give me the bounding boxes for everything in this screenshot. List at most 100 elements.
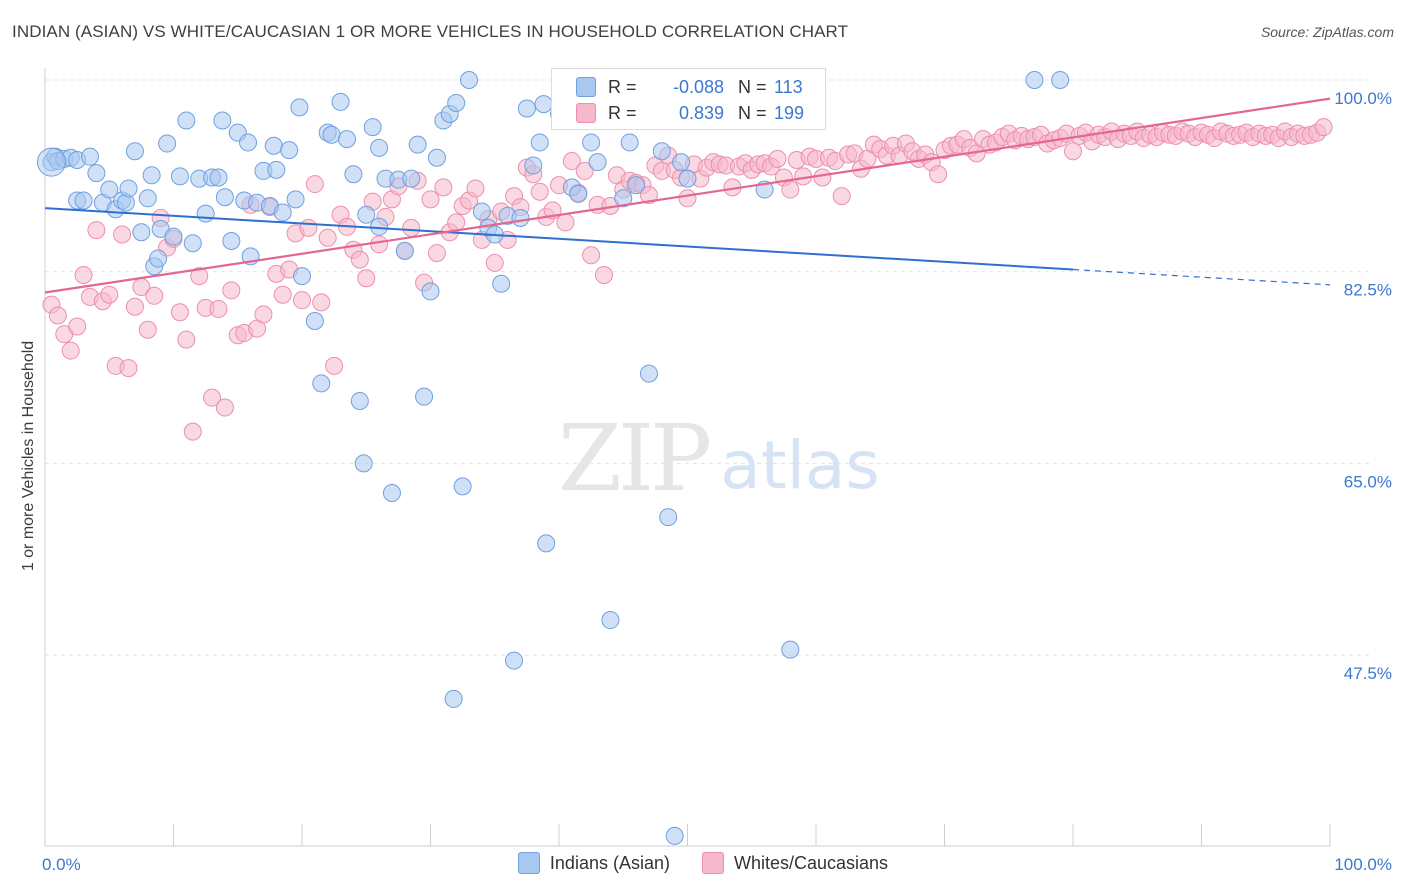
data-point-indians	[408, 135, 427, 154]
data-point-whites	[177, 330, 196, 349]
legend-n-value: 113	[774, 76, 803, 97]
legend-label-whites: Whites/Caucasians	[733, 852, 889, 873]
data-point-indians	[627, 176, 646, 195]
data-point-whites	[350, 250, 369, 269]
data-point-indians	[142, 166, 161, 185]
x-tick-label: 0.0%	[42, 855, 81, 874]
data-point-indians	[363, 118, 382, 137]
data-point-indians	[344, 165, 363, 184]
data-point-whites	[325, 356, 344, 375]
data-point-indians	[119, 179, 138, 198]
legend-r-value: -0.088	[672, 76, 724, 97]
data-point-indians	[80, 147, 99, 166]
data-point-indians	[170, 167, 189, 186]
data-point-indians	[183, 234, 202, 253]
legend-swatch-indians	[576, 77, 596, 97]
legend-n-label: N =	[738, 102, 767, 123]
data-point-indians	[215, 188, 234, 207]
legend-swatch-whites	[701, 852, 724, 874]
data-point-indians	[382, 483, 401, 502]
data-point-whites	[582, 246, 601, 265]
watermark: ZIP atlas	[558, 405, 880, 512]
data-point-whites	[74, 265, 93, 284]
watermark-atlas: atlas	[720, 427, 880, 504]
data-point-indians	[280, 141, 299, 160]
data-point-indians	[273, 203, 292, 222]
data-point-indians	[209, 168, 228, 187]
legend-r-value: 0.839	[678, 102, 724, 123]
trend-line-indians-extrapolated	[1072, 268, 1331, 286]
data-point-indians	[781, 640, 800, 659]
data-point-indians	[158, 134, 177, 153]
data-point-indians	[537, 534, 556, 553]
data-point-whites	[427, 244, 446, 263]
data-point-indians	[530, 133, 549, 152]
data-point-indians	[505, 651, 524, 670]
chart-title: INDIAN (ASIAN) VS WHITE/CAUCASIAN 1 OR M…	[12, 22, 849, 41]
data-point-indians	[100, 180, 119, 199]
data-point-whites	[293, 291, 311, 310]
legend-n-value: 199	[774, 102, 805, 123]
data-point-whites	[447, 213, 466, 232]
data-point-indians	[196, 204, 215, 223]
data-point-whites	[1314, 118, 1333, 137]
data-point-indians	[517, 99, 536, 118]
data-point-whites	[832, 187, 851, 206]
data-point-whites	[87, 221, 106, 240]
data-point-whites	[100, 285, 119, 304]
data-point-indians	[402, 169, 421, 188]
data-point-indians	[639, 364, 658, 383]
data-point-whites	[113, 225, 132, 244]
data-point-indians	[1025, 71, 1044, 89]
data-point-indians	[350, 391, 369, 410]
data-point-indians	[286, 190, 305, 209]
data-point-whites	[530, 182, 549, 201]
data-point-whites	[209, 299, 228, 318]
data-point-whites	[170, 303, 189, 322]
data-point-whites	[125, 297, 144, 316]
data-point-whites	[562, 152, 581, 171]
data-point-whites	[203, 388, 222, 407]
data-point-whites	[357, 269, 376, 288]
data-point-whites	[575, 161, 594, 180]
data-point-whites	[781, 180, 800, 199]
data-point-indians	[534, 95, 553, 114]
legend-swatch-whites	[576, 103, 596, 123]
data-point-indians	[460, 71, 479, 89]
data-point-whites	[305, 175, 324, 194]
data-point-indians	[588, 153, 607, 172]
legend-row-whites: R = 0.839 N = 199	[552, 100, 804, 126]
data-point-indians	[290, 98, 309, 117]
data-point-whites	[678, 189, 697, 208]
legend-r-label: R =	[608, 76, 637, 97]
data-point-whites	[119, 359, 138, 378]
data-point-whites	[48, 306, 67, 325]
trend-line-indians	[44, 207, 1074, 271]
legend-label-indians: Indians (Asian)	[549, 852, 670, 873]
data-point-indians	[472, 202, 491, 221]
data-point-whites	[61, 341, 80, 360]
data-point-indians	[132, 223, 151, 242]
y-tick-label: 82.5%	[1344, 281, 1392, 300]
watermark-zip: ZIP	[558, 405, 709, 512]
data-point-indians	[447, 94, 466, 113]
data-point-indians	[305, 311, 324, 330]
data-point-indians	[164, 227, 183, 246]
data-point-indians	[357, 205, 376, 224]
data-point-indians	[331, 92, 350, 111]
data-point-indians	[652, 142, 671, 161]
y-tick-label: 47.5%	[1344, 664, 1392, 683]
legend-item-whites[interactable]: Whites/Caucasians	[701, 852, 889, 874]
data-point-indians	[614, 189, 633, 208]
legend-item-indians[interactable]: Indians (Asian)	[517, 852, 670, 874]
data-point-whites	[273, 285, 292, 304]
trend-lines	[44, 97, 1331, 294]
data-point-whites	[421, 190, 440, 209]
data-point-indians	[125, 142, 144, 161]
data-point-indians	[492, 274, 511, 293]
data-point-whites	[1064, 142, 1082, 161]
data-point-indians	[293, 267, 311, 286]
data-point-indians	[354, 454, 373, 473]
data-point-whites	[254, 305, 273, 324]
